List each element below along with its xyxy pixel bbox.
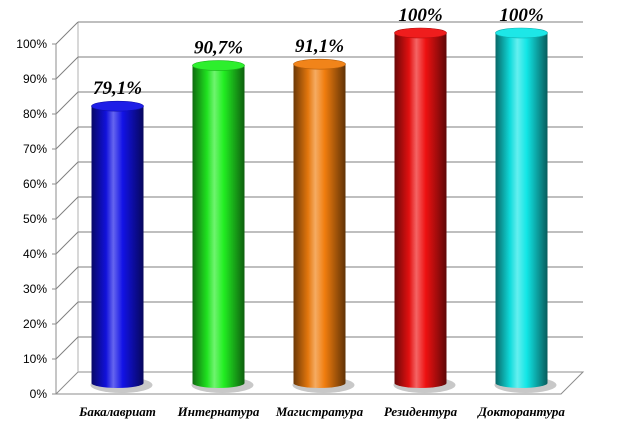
bar-body [293, 64, 346, 389]
bar-body [394, 33, 447, 388]
y-tick-label: 40% [23, 247, 47, 261]
bar-2 [191, 60, 254, 393]
gridline-side [55, 56, 79, 80]
gridline-side [55, 231, 79, 255]
gridline-side [55, 21, 79, 45]
bar-top [91, 100, 144, 112]
x-tick-label: Резидентура [384, 404, 458, 419]
y-tick-label: 80% [23, 107, 47, 121]
labels-layer: 79,1% Бакалавриат 90,7% Интернатура 91,1% Маг… [78, 5, 565, 419]
y-tick-label: 70% [23, 142, 47, 156]
gridline-side [55, 266, 79, 290]
gridline-side [55, 161, 79, 185]
data-label: 79,1% [93, 78, 142, 99]
bar-body [192, 65, 245, 389]
bars-layer [90, 27, 557, 393]
gridline-side [55, 126, 79, 150]
bar-body [91, 106, 144, 389]
data-label: 91,1% [295, 36, 344, 57]
bar-top [495, 27, 548, 39]
y-tick-label: 0% [30, 387, 48, 401]
y-tick-label: 30% [23, 282, 47, 296]
gridline-side [55, 336, 79, 360]
y-tick-label: 60% [23, 177, 47, 191]
bar-top [192, 60, 245, 71]
bar-1 [90, 100, 153, 393]
bar-3 [292, 58, 355, 393]
data-label: 100% [499, 5, 543, 26]
gridline-side [55, 91, 79, 115]
bar-5 [494, 27, 557, 393]
bar-top [293, 58, 346, 70]
bar-4 [393, 27, 456, 393]
y-tick-label: 50% [23, 212, 47, 226]
data-label: 100% [398, 5, 442, 26]
x-tick-label: Докторантура [477, 404, 565, 419]
y-tick-label: 100% [16, 37, 47, 51]
y-tick-label: 90% [23, 72, 47, 86]
x-tick-label: Магистратура [275, 404, 364, 419]
gridline-side [55, 196, 79, 220]
data-label: 90,7% [194, 38, 243, 59]
x-tick-label: Бакалавриат [78, 404, 156, 419]
y-tick-label: 20% [23, 317, 47, 331]
axis-layer: 0% 10% 20% 30% 40% 50% 60% 70% 80% 90% 100% [16, 37, 57, 401]
gridline-side [55, 301, 79, 325]
x-tick-label: Интернатура [177, 404, 260, 419]
bar-top [394, 27, 447, 39]
bar-body [495, 33, 548, 388]
y-tick-label: 10% [23, 352, 47, 366]
